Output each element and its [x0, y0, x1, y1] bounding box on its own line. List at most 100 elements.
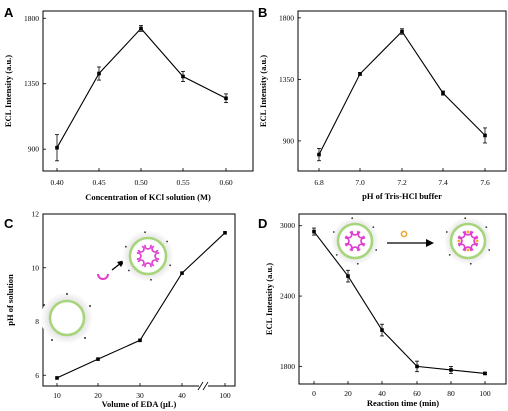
x-tick-label-b: 7.2 — [397, 178, 407, 187]
data-point-a — [139, 26, 143, 31]
x-tick-label-c: 20 — [94, 391, 102, 400]
x-tick-label-d: 20 — [344, 389, 352, 398]
y-axis-title-c: pH of solution — [5, 274, 15, 326]
ring-illustration-d2 — [444, 217, 492, 265]
x-tick-label-d: 40 — [378, 389, 386, 398]
y-tick-label-a: 900 — [28, 145, 40, 154]
copper-ion-icon — [466, 230, 470, 234]
x-tick-label-a: 0.45 — [92, 178, 105, 187]
y-tick-label-d: 3000 — [280, 221, 295, 230]
axis-break-c — [197, 381, 209, 391]
y-tick-label-c: 10 — [32, 263, 40, 272]
particle-dot — [448, 254, 451, 256]
particle-dot — [445, 231, 448, 233]
panel-letter-a: A — [4, 5, 14, 20]
ligand-icon — [473, 237, 479, 245]
data-point-c — [96, 357, 100, 361]
particle-dot — [335, 254, 338, 256]
plot-area-c: 6 8 10 12 10 20 30 40 100 — [32, 210, 231, 401]
series-line-a — [56, 27, 227, 148]
x-tick-label-c: 30 — [136, 391, 144, 400]
particle-dot — [127, 269, 130, 272]
data-point-b — [317, 152, 321, 157]
panel-letter-c: C — [4, 216, 14, 231]
y-tick-label-b: 900 — [283, 136, 295, 145]
x-tick-label-d: 0 — [312, 389, 316, 398]
copper-ion-icon-d — [400, 230, 408, 238]
data-point-d — [483, 371, 487, 376]
ring-illustration-c2 — [122, 230, 174, 282]
plot-frame-a — [42, 10, 254, 172]
y-tick-label-a: 1350 — [24, 79, 39, 88]
panel-d: D 1800 2400 3000 0 20 40 60 80 100 Reaction time… — [258, 213, 507, 408]
plot-area-d: 1800 2400 3000 0 20 40 60 80 100 — [280, 221, 491, 398]
copper-ion-icon — [475, 239, 479, 243]
data-point-a — [224, 96, 228, 101]
y-tick-label-c: 6 — [35, 371, 39, 380]
particle-dot — [144, 231, 146, 234]
ligand-icon — [137, 245, 145, 253]
particle-dot — [485, 226, 488, 229]
x-tick-label-b: 7.0 — [355, 178, 365, 187]
y-tick-label-b: 1350 — [279, 75, 294, 84]
ligand-icon — [457, 237, 463, 245]
ligand-icon — [345, 231, 353, 239]
x-tick-label-a: 0.55 — [176, 178, 189, 187]
data-point-a — [181, 74, 185, 79]
data-point-d — [415, 364, 419, 369]
particle-dot — [166, 240, 169, 243]
plot-frame-b — [297, 10, 507, 172]
x-axis-title-b: pH of Tris-HCl buffer — [362, 191, 442, 201]
ligand-icon — [151, 245, 159, 253]
data-point-d — [449, 368, 453, 372]
y-axis-title-b: ECL Intensity (a.u.) — [258, 55, 268, 127]
data-point-d — [346, 274, 350, 278]
ring-illustration-c1 — [41, 292, 93, 344]
plot-frame-d — [298, 213, 507, 385]
x-tick-label-d: 80 — [447, 389, 455, 398]
data-point-b — [483, 133, 487, 138]
ligand-icon — [458, 243, 466, 251]
ligand-icon — [144, 262, 152, 268]
particle-dot — [150, 278, 152, 281]
ligand-icon — [151, 259, 159, 267]
x-tick-label-b: 7.6 — [480, 178, 490, 187]
data-point-c — [223, 231, 227, 235]
data-point-b — [400, 29, 404, 34]
data-point-b — [441, 91, 445, 95]
x-tick-label-b: 6.8 — [314, 178, 324, 187]
particle-dot — [464, 217, 467, 220]
data-point-c — [55, 376, 59, 380]
x-tick-label-a: 0.60 — [219, 178, 232, 187]
data-point-a — [97, 71, 101, 76]
ligand-icon — [136, 252, 142, 260]
y-tick-label-d: 2400 — [280, 292, 295, 301]
y-tick-label-c: 8 — [35, 317, 39, 326]
particle-dot — [356, 262, 359, 265]
ligand-icon — [464, 246, 472, 252]
particle-dot — [469, 262, 472, 265]
ligand-icon — [137, 259, 145, 267]
ligand-icon — [351, 230, 359, 236]
y-tick-label-a: 1800 — [24, 14, 39, 23]
ligand-icon — [351, 246, 359, 252]
ligand-icon — [360, 237, 366, 245]
x-tick-label-b: 7.4 — [438, 178, 448, 187]
series-line-d — [313, 231, 486, 374]
x-tick-label-a: 0.50 — [134, 178, 147, 187]
ligand-icon — [357, 243, 365, 251]
y-tick-label-c: 12 — [32, 210, 40, 219]
ligand-icon-c — [97, 273, 109, 280]
x-tick-label-c: 10 — [53, 391, 61, 400]
particle-dot — [372, 226, 375, 229]
data-point-d — [380, 328, 384, 332]
panel-letter-d: D — [258, 216, 267, 231]
panel-b: B 900 1350 1800 6.8 7.0 7.2 7.4 7.6 pH of Tris-… — [258, 5, 507, 201]
data-point-a — [55, 145, 59, 150]
data-point-d — [312, 229, 316, 234]
x-tick-label-d: 60 — [413, 389, 421, 398]
ligand-icon — [470, 243, 478, 251]
ligand-icon — [458, 231, 466, 239]
y-axis-title-d: ECL Intensity (a.u.) — [264, 263, 274, 335]
x-tick-label-a: 0.40 — [50, 178, 63, 187]
